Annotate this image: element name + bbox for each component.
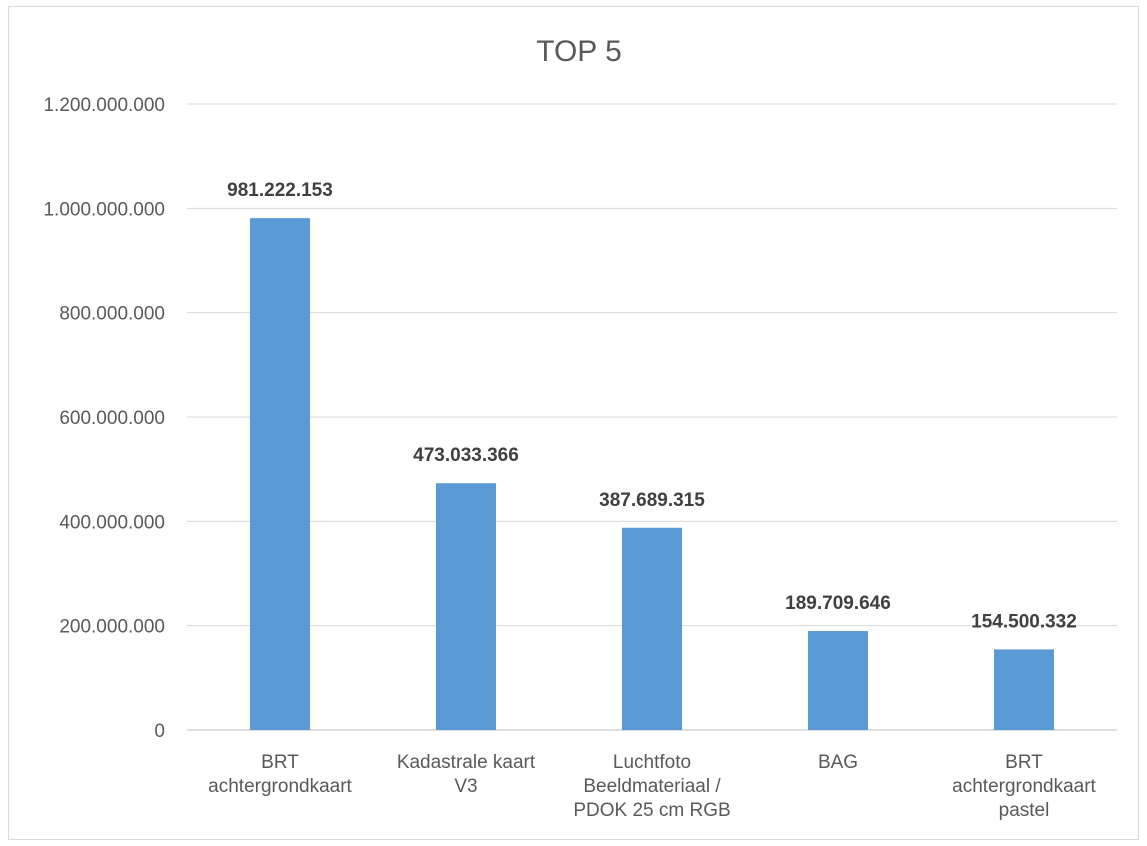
bar (250, 218, 310, 731)
chart-area (8, 6, 1139, 840)
chart-title: TOP 5 (536, 35, 622, 68)
data-label: 189.709.646 (785, 593, 891, 614)
data-label: 473.033.366 (413, 445, 519, 466)
y-tick-label: 600.000.000 (59, 408, 165, 429)
y-tick-label: 0 (154, 721, 165, 742)
gridlines (187, 103, 1117, 731)
category-label: BRT achtergrondkaart pastel (952, 752, 1096, 821)
bars (250, 218, 1054, 731)
category-label: Kadastrale kaart V3 (397, 752, 536, 797)
bar (994, 649, 1054, 730)
y-axis-tick-labels: 0 200.000.000 400.000.000 600.000.000 800.00… (43, 95, 165, 742)
bar (808, 631, 868, 730)
data-label: 981.222.153 (227, 180, 333, 201)
category-label: Luchtfoto Beeldmateriaal / PDOK 25 cm RGB (573, 752, 730, 821)
category-label: BAG (818, 752, 858, 773)
data-label: 387.689.315 (599, 490, 705, 511)
y-tick-label: 800.000.000 (59, 304, 165, 325)
bar (436, 483, 496, 730)
category-label: BRT achtergrondkaart (208, 752, 352, 797)
x-axis-category-labels: BRT achtergrondkaart Kadastrale kaart V3 Luc… (208, 752, 1096, 821)
bar (622, 527, 682, 730)
data-labels: 981.222.153 473.033.366 387.689.315 189.709… (227, 180, 1077, 632)
y-tick-label: 200.000.000 (59, 617, 165, 638)
y-tick-label: 400.000.000 (59, 512, 165, 533)
data-label: 154.500.332 (971, 611, 1077, 632)
y-tick-label: 1.000.000.000 (43, 199, 165, 220)
y-tick-label: 1.200.000.000 (43, 95, 165, 116)
